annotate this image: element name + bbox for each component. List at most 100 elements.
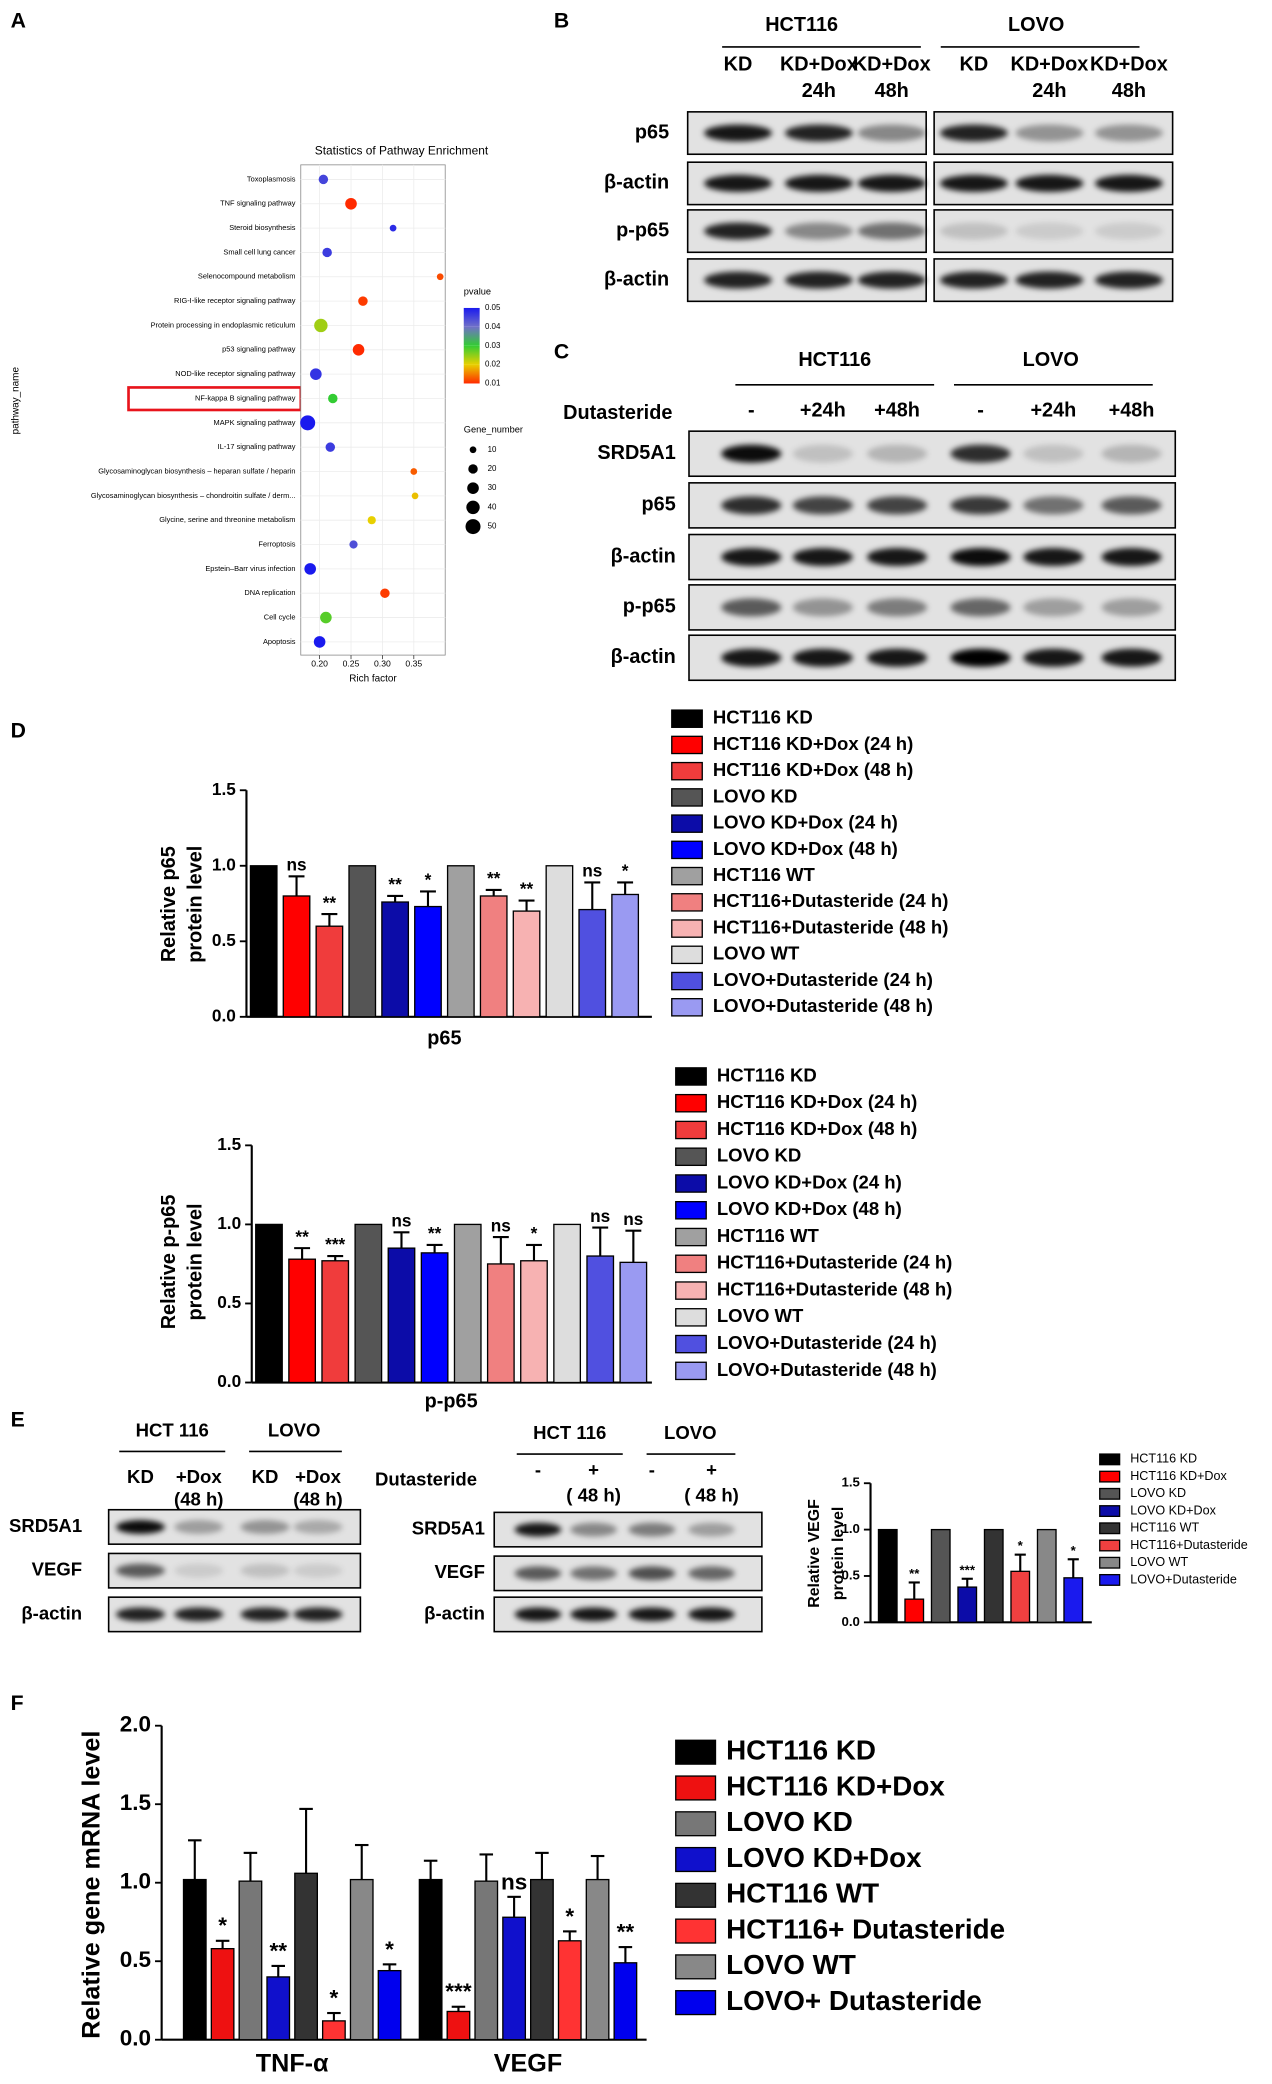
blot-band <box>293 1520 343 1534</box>
legend-swatch <box>671 788 703 807</box>
blot-band <box>866 496 928 515</box>
lane-label: +24h <box>1030 400 1076 422</box>
data-point <box>318 174 329 185</box>
legend-swatch <box>1099 1539 1121 1552</box>
y-tick-label: 1.5 <box>212 779 236 799</box>
y-tick-label: 0.5 <box>120 1947 151 1972</box>
lane-label: + <box>706 1459 717 1480</box>
treatment-label: Dutasteride <box>375 1468 477 1489</box>
blot-band <box>784 222 853 240</box>
legend-label: LOVO KD+Dox (48 h) <box>713 838 898 859</box>
legend-swatch <box>1099 1556 1121 1569</box>
legend-label: HCT116+Dutasteride (24 h) <box>717 1252 953 1273</box>
bar <box>210 1947 235 2041</box>
legend-label: LOVO WT <box>726 1949 856 1980</box>
data-point <box>410 468 418 475</box>
legend-label: HCT116 WT <box>726 1878 879 1909</box>
lane-label: KD <box>127 1466 154 1487</box>
data-point <box>304 563 316 575</box>
row-label: SRD5A1 <box>412 1518 485 1539</box>
data-point <box>314 318 328 333</box>
legend-swatch <box>675 1147 707 1167</box>
row-label: p-p65 <box>623 596 676 618</box>
legend-label: HCT116 WT <box>717 1225 820 1246</box>
lane-label: KD <box>960 54 989 76</box>
legend-swatch <box>671 709 703 728</box>
blot-band <box>570 1566 617 1581</box>
blot-band <box>688 1522 735 1537</box>
bar <box>520 1260 548 1384</box>
significance-label: * <box>218 1913 227 1938</box>
bar <box>578 908 607 1018</box>
blot-band <box>1094 124 1163 142</box>
y-tick-label: Toxoplasmosis <box>247 174 296 183</box>
legend-swatch <box>675 1954 717 1980</box>
data-point <box>380 588 390 598</box>
blot-band <box>792 648 853 667</box>
x-tick-label: TNF-α <box>256 2050 329 2078</box>
significance-label: ns <box>491 1215 511 1235</box>
blot-band <box>1101 496 1162 515</box>
bar <box>315 925 344 1018</box>
y-axis-label: protein level <box>830 1507 847 1601</box>
legend-label: LOVO WT <box>1130 1555 1188 1569</box>
legend-swatch <box>675 1227 707 1247</box>
bar <box>904 1598 925 1624</box>
legend-swatch <box>1099 1470 1121 1483</box>
color-tick-label: 0.02 <box>485 360 501 369</box>
group-label: HCT116 <box>798 349 871 371</box>
blot-band <box>950 548 1011 567</box>
bar <box>249 865 278 1018</box>
legend-title: pvalue <box>464 287 491 297</box>
x-tick-label: 0.25 <box>343 659 360 669</box>
bar <box>553 1223 582 1384</box>
bar <box>502 1916 527 2041</box>
legend-label: LOVO KD+Dox (48 h) <box>717 1198 902 1219</box>
legend-swatch <box>675 1201 707 1220</box>
significance-label: ns <box>623 1209 643 1229</box>
data-point <box>436 273 444 281</box>
blot-band <box>1023 648 1084 667</box>
row-label: VEGF <box>32 1559 82 1580</box>
significance-label: ns <box>590 1206 610 1226</box>
blot-band <box>628 1522 676 1537</box>
y-tick-label: Ferroptosis <box>258 539 295 548</box>
blot-band <box>939 124 1008 142</box>
legend-title: Gene_number <box>464 424 523 434</box>
blot-band <box>721 548 782 567</box>
legend-label: LOVO KD+Dox <box>726 1842 922 1873</box>
bar <box>1036 1528 1057 1624</box>
bar <box>349 1878 374 2041</box>
panel-label: A <box>11 9 26 32</box>
legend-label: HCT116+Dutasteride (48 h) <box>717 1278 953 1299</box>
legend-label: LOVO+Dutasteride (48 h) <box>717 1359 937 1380</box>
legend-swatch <box>675 1254 707 1274</box>
legend-label: HCT116 KD+Dox (48 h) <box>717 1118 917 1139</box>
y-tick-label: NF-kappa B signaling pathway <box>195 393 296 402</box>
y-tick-label: Cell cycle <box>264 613 296 622</box>
significance-label: ns <box>501 1869 527 1894</box>
data-point <box>322 247 332 258</box>
significance-label: ** <box>617 1920 635 1945</box>
legend-label: HCT116+Dutasteride (48 h) <box>713 916 949 937</box>
lane-label: (48 h) <box>174 1488 223 1509</box>
bar <box>530 1878 554 2041</box>
significance-label: ** <box>295 1226 309 1246</box>
legend-swatch <box>671 945 703 965</box>
significance-label: *** <box>325 1234 345 1254</box>
y-axis-label: protein level <box>184 846 206 963</box>
data-point <box>411 492 419 500</box>
lane-label: - <box>649 1459 655 1480</box>
blot-band <box>866 648 928 667</box>
bar <box>479 895 508 1018</box>
y-tick-label: 0.5 <box>842 1567 860 1582</box>
blot-band <box>628 1566 676 1581</box>
y-axis-label: Relative gene mRNA level <box>77 1731 105 2039</box>
blot-band <box>514 1566 562 1581</box>
legend-swatch <box>1099 1453 1121 1466</box>
legend-swatch <box>671 971 703 991</box>
blot-band <box>939 174 1008 192</box>
legend-label: HCT116 KD+Dox (24 h) <box>717 1091 917 1112</box>
legend-swatch <box>671 735 703 755</box>
color-bar <box>463 307 480 327</box>
